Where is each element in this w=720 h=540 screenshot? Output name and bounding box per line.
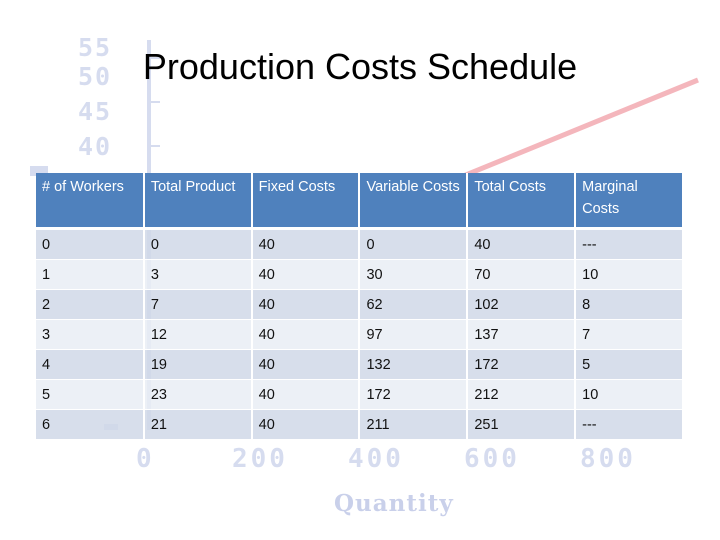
cell-fixed-costs: 40 bbox=[251, 289, 361, 320]
cell-fixed-costs: 40 bbox=[251, 379, 361, 410]
cell-total-product: 21 bbox=[143, 409, 253, 440]
cell-marginal-costs: --- bbox=[575, 409, 684, 440]
cell-marginal-costs: 7 bbox=[575, 319, 684, 350]
table-row: 4 19 40 132 172 5 bbox=[36, 349, 684, 380]
cell-fixed-costs: 40 bbox=[251, 259, 361, 290]
cell-marginal-costs: --- bbox=[575, 228, 684, 260]
cell-fixed-costs: 40 bbox=[251, 349, 361, 380]
cell-fixed-costs: 40 bbox=[251, 409, 361, 440]
background-y-tick: 40 bbox=[78, 132, 113, 161]
cell-total-costs: 102 bbox=[467, 289, 577, 320]
cell-total-product: 3 bbox=[143, 259, 253, 290]
header-variable-costs: Variable Costs bbox=[359, 173, 469, 230]
background-y-tick: 55 bbox=[78, 33, 113, 62]
cell-total-costs: 172 bbox=[467, 349, 577, 380]
header-total-product: Total Product bbox=[143, 173, 253, 230]
cell-variable-costs: 172 bbox=[359, 379, 469, 410]
table-header-row: # of Workers Total Product Fixed Costs V… bbox=[36, 173, 684, 230]
table-row: 2 7 40 62 102 8 bbox=[36, 289, 684, 320]
cell-variable-costs: 132 bbox=[359, 349, 469, 380]
table-row: 0 0 40 0 40 --- bbox=[36, 228, 684, 260]
cell-total-product: 12 bbox=[143, 319, 253, 350]
cell-workers: 5 bbox=[36, 379, 145, 410]
cell-workers: 3 bbox=[36, 319, 145, 350]
cell-total-costs: 70 bbox=[467, 259, 577, 290]
cell-total-costs: 40 bbox=[467, 228, 577, 260]
background-clipped-glyph bbox=[30, 166, 48, 176]
table-row: 6 21 40 211 251 --- bbox=[36, 409, 684, 440]
cell-total-costs: 137 bbox=[467, 319, 577, 350]
cell-workers: 0 bbox=[36, 228, 145, 260]
table-row: 3 12 40 97 137 7 bbox=[36, 319, 684, 350]
background-x-tick: 400 bbox=[348, 444, 404, 474]
cell-total-product: 0 bbox=[143, 228, 253, 260]
cell-total-product: 23 bbox=[143, 379, 253, 410]
production-costs-table: # of Workers Total Product Fixed Costs V… bbox=[36, 173, 684, 440]
background-y-tick: 50 bbox=[78, 62, 113, 91]
background-x-tick: 0 bbox=[136, 444, 155, 474]
cell-marginal-costs: 10 bbox=[575, 379, 684, 410]
cell-fixed-costs: 40 bbox=[251, 319, 361, 350]
background-y-tick: 45 bbox=[78, 97, 113, 126]
cell-variable-costs: 0 bbox=[359, 228, 469, 260]
cell-total-costs: 212 bbox=[467, 379, 577, 410]
cell-variable-costs: 211 bbox=[359, 409, 469, 440]
cell-marginal-costs: 10 bbox=[575, 259, 684, 290]
cell-variable-costs: 97 bbox=[359, 319, 469, 350]
header-total-costs: Total Costs bbox=[467, 173, 577, 230]
cell-variable-costs: 30 bbox=[359, 259, 469, 290]
background-x-tick: 200 bbox=[232, 444, 288, 474]
cell-variable-costs: 62 bbox=[359, 289, 469, 320]
cell-workers: 6 bbox=[36, 409, 145, 440]
cell-workers: 1 bbox=[36, 259, 145, 290]
cell-total-costs: 251 bbox=[467, 409, 577, 440]
table-row: 5 23 40 172 212 10 bbox=[36, 379, 684, 410]
cell-workers: 4 bbox=[36, 349, 145, 380]
background-x-tick: 800 bbox=[580, 444, 636, 474]
header-fixed-costs: Fixed Costs bbox=[251, 173, 361, 230]
background-x-label: Quantity bbox=[334, 490, 454, 517]
cell-total-product: 7 bbox=[143, 289, 253, 320]
cell-marginal-costs: 5 bbox=[575, 349, 684, 380]
cell-total-product: 19 bbox=[143, 349, 253, 380]
cell-workers: 2 bbox=[36, 289, 145, 320]
cell-marginal-costs: 8 bbox=[575, 289, 684, 320]
slide-title: Production Costs Schedule bbox=[142, 46, 578, 87]
background-x-tick: 600 bbox=[464, 444, 520, 474]
header-marginal-costs: Marginal Costs bbox=[575, 173, 684, 230]
header-workers: # of Workers bbox=[36, 173, 145, 230]
table-row: 1 3 40 30 70 10 bbox=[36, 259, 684, 290]
cell-fixed-costs: 40 bbox=[251, 228, 361, 260]
